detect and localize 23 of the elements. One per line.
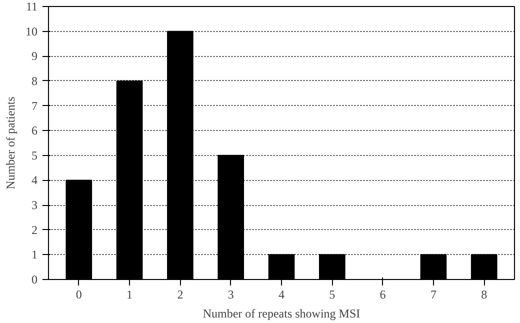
x-tick-label: 5 [329, 288, 336, 302]
y-tick-label: 11 [26, 0, 38, 14]
x-tick-label: 1 [126, 288, 133, 302]
y-axis-title: Number of patients [4, 96, 18, 190]
x-tick-label: 3 [228, 288, 234, 302]
x-tick-label: 6 [380, 288, 386, 302]
y-tick-label: 9 [32, 49, 38, 64]
x-tick-label: 8 [481, 288, 488, 302]
y-tick-label: 7 [32, 98, 38, 113]
y-tick-label: 4 [32, 173, 38, 188]
x-tick-label: 0 [76, 288, 82, 302]
x-tick-label: 4 [278, 288, 284, 302]
x-tick-label: 7 [430, 288, 436, 302]
y-tick-label: 3 [32, 198, 38, 212]
y-tick-label: 0 [32, 272, 38, 286]
y-tick-label: 2 [32, 222, 38, 237]
y-tick-label: 1 [32, 248, 38, 262]
y-tick-label: 8 [32, 74, 38, 88]
y-tick-label: 6 [32, 124, 38, 138]
x-axis-title: Number of repeats showing MSI [202, 306, 360, 320]
y-tick-label: 10 [26, 24, 38, 38]
y-tick-label: 5 [32, 148, 38, 162]
x-tick-label: 2 [177, 288, 184, 302]
